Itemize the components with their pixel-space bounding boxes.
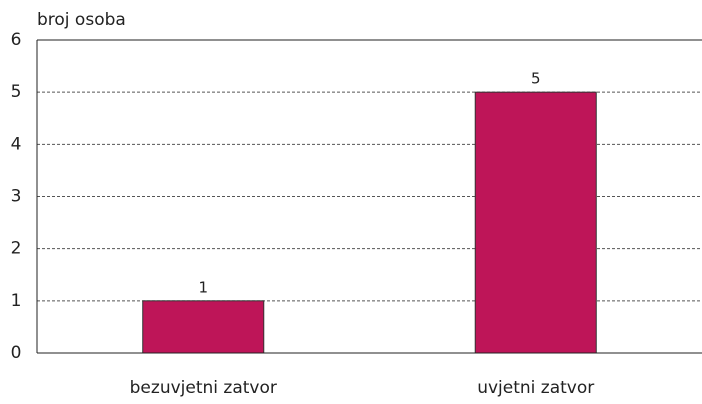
- y-tick-label: 4: [11, 134, 22, 154]
- y-tick-label: 1: [11, 291, 22, 311]
- y-tick-label: 2: [11, 239, 22, 259]
- x-tick-label: bezuvjetni zatvor: [130, 378, 277, 398]
- grid: [37, 39, 702, 354]
- data-label: 5: [531, 70, 541, 88]
- y-axis-label: broj osoba: [37, 10, 126, 30]
- bar: [474, 91, 597, 354]
- x-tick-label: uvjetni zatvor: [477, 378, 594, 398]
- bar: [142, 300, 265, 354]
- data-label: 1: [198, 278, 208, 296]
- y-tick-label: 6: [11, 30, 22, 50]
- bars: [142, 91, 597, 354]
- y-tick-label: 3: [11, 187, 22, 207]
- y-tick-label: 5: [11, 82, 22, 102]
- y-tick-label: 0: [11, 343, 22, 363]
